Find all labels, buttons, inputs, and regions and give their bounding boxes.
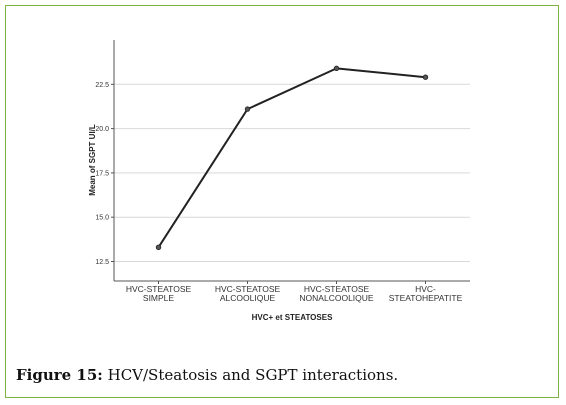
x-tick-label: HVC-STEATOSE [215,284,281,294]
figure-label: Figure 15: [16,366,103,384]
y-tick-labels: 12.5 15.0 17.5 20.0 22.5 [95,82,114,266]
x-tick-label: STEATOHEPATITE [389,293,463,303]
x-tick-label: HVC-STEATOSE [126,284,192,294]
y-tick-label: 20.0 [95,126,109,133]
x-tick-label: HVC- [415,284,436,294]
figure-caption: Figure 15: HCV/Steatosis and SGPT intera… [16,366,536,384]
x-tick-label: ALCOOLIQUE [220,293,276,303]
x-axis-title: HVC+ et STEATOSES [252,313,334,322]
data-point [244,106,251,112]
plot-area [114,40,470,281]
figure-caption-text: HCV/Steatosis and SGPT interactions. [107,366,399,384]
y-tick-label: 17.5 [95,170,109,177]
x-tick-label: HVC-STEATOSE [304,284,370,294]
data-point [422,74,429,80]
y-tick-label: 15.0 [95,215,109,222]
y-axis-title: Mean of SGPT UI/L [88,124,97,196]
y-tick-label: 12.5 [95,259,109,266]
x-tick-labels: HVC-STEATOSESIMPLEHVC-STEATOSEALCOOLIQUE… [126,281,463,303]
series-group [155,65,429,251]
data-point [155,244,162,251]
x-tick-label: NONALCOOLIQUE [299,293,373,303]
y-tick-label: 22.5 [95,82,109,89]
grid-lines [114,83,470,263]
series-line [157,67,426,248]
x-tick-label: SIMPLE [143,293,175,303]
data-point [333,65,340,72]
